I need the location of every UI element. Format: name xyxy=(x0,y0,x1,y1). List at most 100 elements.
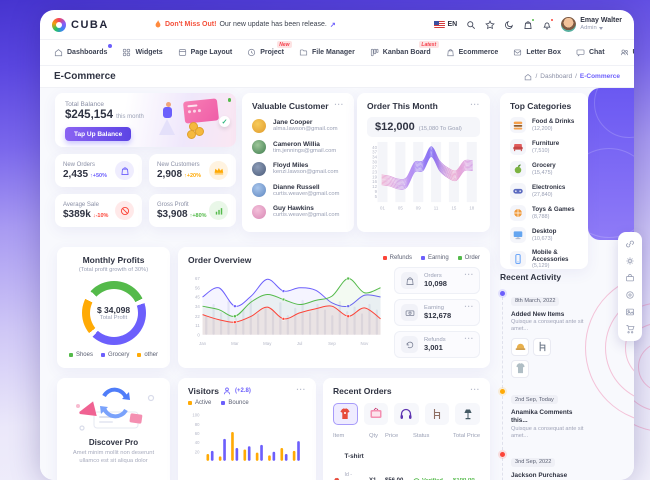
stat-menu[interactable]: ... xyxy=(464,268,474,277)
discover-pro-card: Discover Pro Amet minim mollit non deser… xyxy=(57,378,170,480)
card-menu[interactable]: ... xyxy=(334,98,344,107)
update-banner[interactable]: Don't Miss Out! Our new update has been … xyxy=(154,20,336,29)
banner-text: Our new update has been release. xyxy=(219,21,327,28)
activity-date: 8th March, 2022 xyxy=(511,296,560,306)
customer-row: Floyd Miles kenzi.lawson@gmail.com xyxy=(252,161,344,176)
nav-ecommerce[interactable]: Ecommerce xyxy=(446,48,498,57)
customer-row: Dianne Russell curtis.weaver@gmail.com xyxy=(252,183,344,197)
gear-icon[interactable] xyxy=(625,256,635,266)
order-this-month-card: Order This Month... $12,000 (15,080 To G… xyxy=(357,93,490,232)
svg-text:34: 34 xyxy=(195,304,200,309)
svg-text:80: 80 xyxy=(195,422,200,427)
link-icon[interactable] xyxy=(625,239,635,249)
nav-chat[interactable]: Chat xyxy=(576,48,605,57)
category-row[interactable]: Electronics (27,840) xyxy=(510,183,578,199)
svg-text:37: 37 xyxy=(372,150,377,155)
card-title: Valuable Customer xyxy=(252,101,329,111)
customer-row: Cameron Willia tim.jennings@gmail.com xyxy=(252,140,344,154)
user-name: Emay Walter xyxy=(580,17,622,25)
language-label: EN xyxy=(447,21,458,28)
card-title: Monthly Profits xyxy=(82,255,145,265)
nav-file-manager[interactable]: File Manager xyxy=(299,48,355,57)
tshirt-thumbnail[interactable] xyxy=(511,359,529,378)
home-icon xyxy=(54,49,63,57)
headphones-tile[interactable] xyxy=(394,403,419,425)
search-icon[interactable] xyxy=(466,20,476,30)
avatar xyxy=(252,161,266,176)
person-icon xyxy=(224,387,230,395)
average-sale-card: Average Sale $389k ↓-10% xyxy=(55,194,142,227)
chair-thumbnail[interactable] xyxy=(533,337,551,356)
chair-tile[interactable] xyxy=(424,403,450,425)
nav-project[interactable]: Project New xyxy=(247,41,292,57)
image-icon[interactable] xyxy=(625,307,635,317)
card-menu[interactable]: ... xyxy=(470,383,480,392)
new-customers-card: New Customers 2,908 ↑+20% xyxy=(149,154,236,187)
folder-icon xyxy=(299,49,308,56)
valuable-customer-card: Valuable Customer... Jane Cooper alma.law… xyxy=(242,93,354,232)
svg-text:Mar: Mar xyxy=(231,341,239,346)
category-row[interactable]: Furniture (7,510) xyxy=(510,139,578,155)
top-up-balance-button[interactable]: Tap Up Balance xyxy=(65,127,132,141)
category-row[interactable]: Mobile & Accessories (5,129) xyxy=(510,249,578,269)
avatar xyxy=(252,183,266,197)
svg-text:May: May xyxy=(263,341,272,346)
top-bar: CUBA Don't Miss Out! Our new update has … xyxy=(40,10,634,40)
card-menu[interactable]: ... xyxy=(296,383,306,392)
balance-amount: $245,154 xyxy=(65,109,113,121)
check-icon: ✓ xyxy=(219,116,230,127)
cart-icon[interactable] xyxy=(625,324,635,334)
nav-kanban-board[interactable]: Kanban Board Latest xyxy=(370,41,439,57)
stat-menu[interactable]: ... xyxy=(464,300,474,309)
card-title: Top Categories xyxy=(510,101,572,111)
nav-dot-badge xyxy=(108,44,113,48)
visitors-chart: 100 80 60 40 20 xyxy=(192,413,300,461)
nav-letter-box[interactable]: Letter Box xyxy=(513,48,561,57)
check-circle-icon xyxy=(413,477,420,480)
nav-users[interactable]: Users xyxy=(620,48,634,57)
discover-title: Discover Pro xyxy=(88,438,139,447)
activity-date: 3nd Sep, 2022 xyxy=(511,457,556,467)
nav-dashboards[interactable]: Dashboards xyxy=(54,44,113,57)
stat-value: $389k xyxy=(63,208,91,220)
bell-icon[interactable] xyxy=(542,17,555,30)
star-icon[interactable] xyxy=(485,19,496,30)
profile-menu[interactable]: Emay Walter Admin xyxy=(561,17,622,32)
sofa-icon xyxy=(510,139,526,155)
stat-menu[interactable]: ... xyxy=(464,332,474,341)
svg-text:27: 27 xyxy=(372,164,377,169)
recent-orders-card: Recent Orders... Item Qty Price Status T… xyxy=(323,378,490,480)
growth-bars-icon xyxy=(209,201,228,220)
category-row[interactable]: Food & Drinks (12,200) xyxy=(510,117,578,133)
refunds-stat: Refunds 3,001 ... xyxy=(394,331,480,358)
card-menu[interactable]: ... xyxy=(470,98,480,107)
settings-icon[interactable] xyxy=(625,290,635,300)
moon-icon[interactable] xyxy=(504,20,514,30)
home-icon[interactable] xyxy=(524,73,532,81)
category-row[interactable]: Grocery (15,475) xyxy=(510,161,578,177)
nav-widgets[interactable]: Widgets xyxy=(122,48,163,57)
hat-thumbnail[interactable] xyxy=(511,337,529,356)
tshirt-tile[interactable] xyxy=(333,403,358,425)
svg-text:60: 60 xyxy=(195,431,200,436)
cart-badge xyxy=(530,17,536,22)
category-row[interactable]: Toys & Games (8,788) xyxy=(510,205,578,221)
category-row[interactable]: Desktop (10,673) xyxy=(510,227,578,243)
top-categories-card: Top Categories Food & Drinks (12,200) Fur… xyxy=(500,93,588,269)
caret-down-icon xyxy=(598,26,603,30)
stat-delta: ↓-10% xyxy=(92,212,109,219)
vegetable-icon xyxy=(510,161,526,177)
lamp-tile[interactable] xyxy=(455,403,480,425)
logo[interactable]: CUBA xyxy=(52,17,144,32)
tv-tile[interactable] xyxy=(363,403,389,425)
main-nav: Dashboards Widgets Page Layout Project Ne… xyxy=(40,40,634,66)
briefcase-icon[interactable] xyxy=(625,273,635,283)
nav-page-layout[interactable]: Page Layout xyxy=(178,48,232,57)
language-switch[interactable]: EN xyxy=(433,21,458,28)
order-amount: $12,000 xyxy=(375,121,415,133)
cart-icon[interactable] xyxy=(523,17,536,30)
breadcrumb: / Dashboard / E-Commerce xyxy=(524,73,620,81)
bag-icon xyxy=(446,49,454,57)
breadcrumb-dashboard[interactable]: Dashboard xyxy=(540,73,573,80)
